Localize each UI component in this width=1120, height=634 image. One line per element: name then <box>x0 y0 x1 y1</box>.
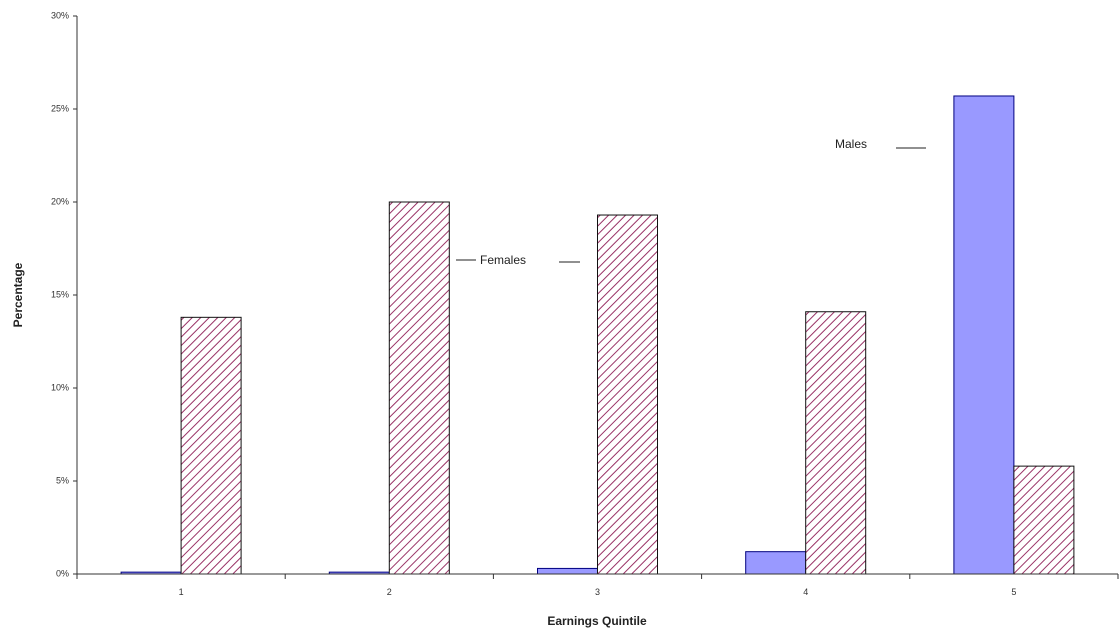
males-annotation: Males <box>835 137 926 151</box>
females-annotation: Females <box>456 253 580 267</box>
x-tick-label: 2 <box>387 587 392 597</box>
x-tick-label: 1 <box>179 587 184 597</box>
y-ticks: 0% 5% 10% 15% 20% 25% 30% <box>51 10 77 578</box>
female-bar-3 <box>597 214 658 575</box>
male-bar-3 <box>537 567 598 575</box>
y-tick-label: 5% <box>56 475 69 485</box>
male-bar-4 <box>745 551 807 575</box>
x-tick-label: 5 <box>1011 587 1016 597</box>
female-bar-4 <box>805 311 867 575</box>
x-ticks: 1 2 3 4 5 <box>76 574 1119 597</box>
y-tick-label: 20% <box>51 196 69 206</box>
female-bar-2 <box>388 201 450 575</box>
x-tick-label: 3 <box>595 587 600 597</box>
x-tick-label: 4 <box>803 587 808 597</box>
male-bar-5 <box>953 95 1015 575</box>
y-tick-label: 30% <box>51 10 69 20</box>
female-bar-1 <box>180 316 242 575</box>
x-axis-title: Earnings Quintile <box>547 614 647 628</box>
y-tick-label: 25% <box>51 103 69 113</box>
y-tick-label: 0% <box>56 568 69 578</box>
females-label: Females <box>480 253 526 267</box>
female-bar-5 <box>1013 465 1075 575</box>
y-tick-label: 15% <box>51 289 69 299</box>
y-axis-title: Percentage <box>11 262 25 327</box>
y-tick-label: 10% <box>51 382 69 392</box>
plot-area <box>120 95 1075 575</box>
males-label: Males <box>835 137 867 151</box>
